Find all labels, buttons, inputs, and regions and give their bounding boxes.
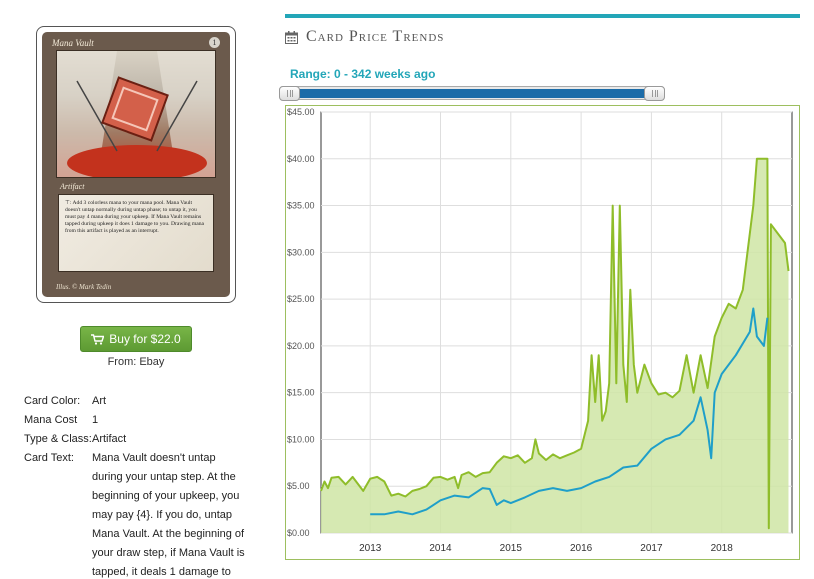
y-tick-label: $45.00 — [287, 107, 315, 117]
card-type-line: Artifact — [60, 182, 85, 191]
detail-value: Art — [92, 395, 107, 407]
detail-row-type: Type & Class: Artifact — [24, 430, 248, 449]
x-tick-label: 2014 — [429, 543, 452, 554]
buy-button-label: Buy for $22.0 — [109, 332, 181, 346]
x-tick-label: 2013 — [359, 543, 382, 554]
section-heading: Card Price Trends — [285, 28, 444, 46]
mana-cost-symbol: 1 — [209, 37, 220, 48]
x-tick-label: 2015 — [500, 543, 523, 554]
buy-button[interactable]: Buy for $22.0 — [80, 326, 192, 352]
detail-label: Card Color: — [24, 395, 81, 407]
slider-handle-min[interactable] — [279, 86, 300, 101]
card-artwork — [56, 50, 216, 178]
y-tick-label: $40.00 — [287, 154, 315, 164]
card-details: Card Color: Art Mana Cost 1 Type & Class… — [24, 392, 248, 579]
card-illustrator: Illus. © Mark Tedin — [56, 283, 112, 291]
calendar-icon — [285, 30, 298, 44]
series-line-1 — [370, 307, 769, 516]
x-tick-label: 2017 — [640, 543, 663, 554]
card-rules-text: ⊤: Add 3 colorless mana to your mana poo… — [58, 194, 214, 272]
y-tick-label: $20.00 — [287, 341, 315, 351]
seller-source: From: Ebay — [107, 356, 165, 368]
x-tick-label: 2016 — [570, 543, 593, 554]
grip-icon — [286, 90, 293, 97]
y-tick-label: $10.00 — [287, 434, 315, 444]
card-image: Mana Vault 1 Artifact ⊤: Add 3 colorless… — [42, 32, 230, 297]
detail-value: Artifact — [92, 433, 127, 445]
slider-selected-range — [289, 89, 654, 98]
detail-row-mana-cost: Mana Cost 1 — [24, 411, 248, 430]
y-tick-label: $25.00 — [287, 294, 315, 304]
detail-value: 1 — [92, 414, 99, 426]
y-tick-label: $0.00 — [287, 528, 310, 538]
detail-label: Card Text: — [24, 452, 74, 464]
detail-value: Mana Vault doesn't untap during your unt… — [92, 452, 245, 578]
artwork-vault-illustration — [57, 51, 215, 177]
detail-row-color: Card Color: Art — [24, 392, 248, 411]
slider-handle-max[interactable] — [644, 86, 665, 101]
y-tick-label: $35.00 — [287, 201, 315, 211]
card-image-frame: Mana Vault 1 Artifact ⊤: Add 3 colorless… — [36, 26, 236, 303]
grip-icon — [651, 90, 658, 97]
detail-label: Type & Class: — [24, 433, 92, 445]
card-title: Mana Vault — [52, 38, 94, 48]
shopping-cart-icon — [91, 333, 105, 345]
week-range-slider[interactable] — [279, 86, 665, 101]
detail-label: Mana Cost — [24, 414, 78, 426]
price-trend-chart: $0.00 $5.00 $10.00 $15.00 $20.00 $25.00 $30.00… — [285, 105, 800, 560]
section-divider — [285, 14, 800, 18]
section-title: Card Price Trends — [306, 28, 445, 45]
y-tick-label: $5.00 — [287, 481, 310, 491]
detail-row-text: Card Text: Mana Vault doesn't untap duri… — [24, 449, 248, 579]
range-label: Range: 0 - 342 weeks ago — [290, 67, 436, 81]
series-line-0 — [320, 157, 790, 530]
y-tick-label: $30.00 — [287, 247, 315, 257]
y-tick-label: $15.00 — [287, 388, 315, 398]
series-area-0 — [321, 158, 789, 534]
x-tick-label: 2018 — [711, 543, 734, 554]
